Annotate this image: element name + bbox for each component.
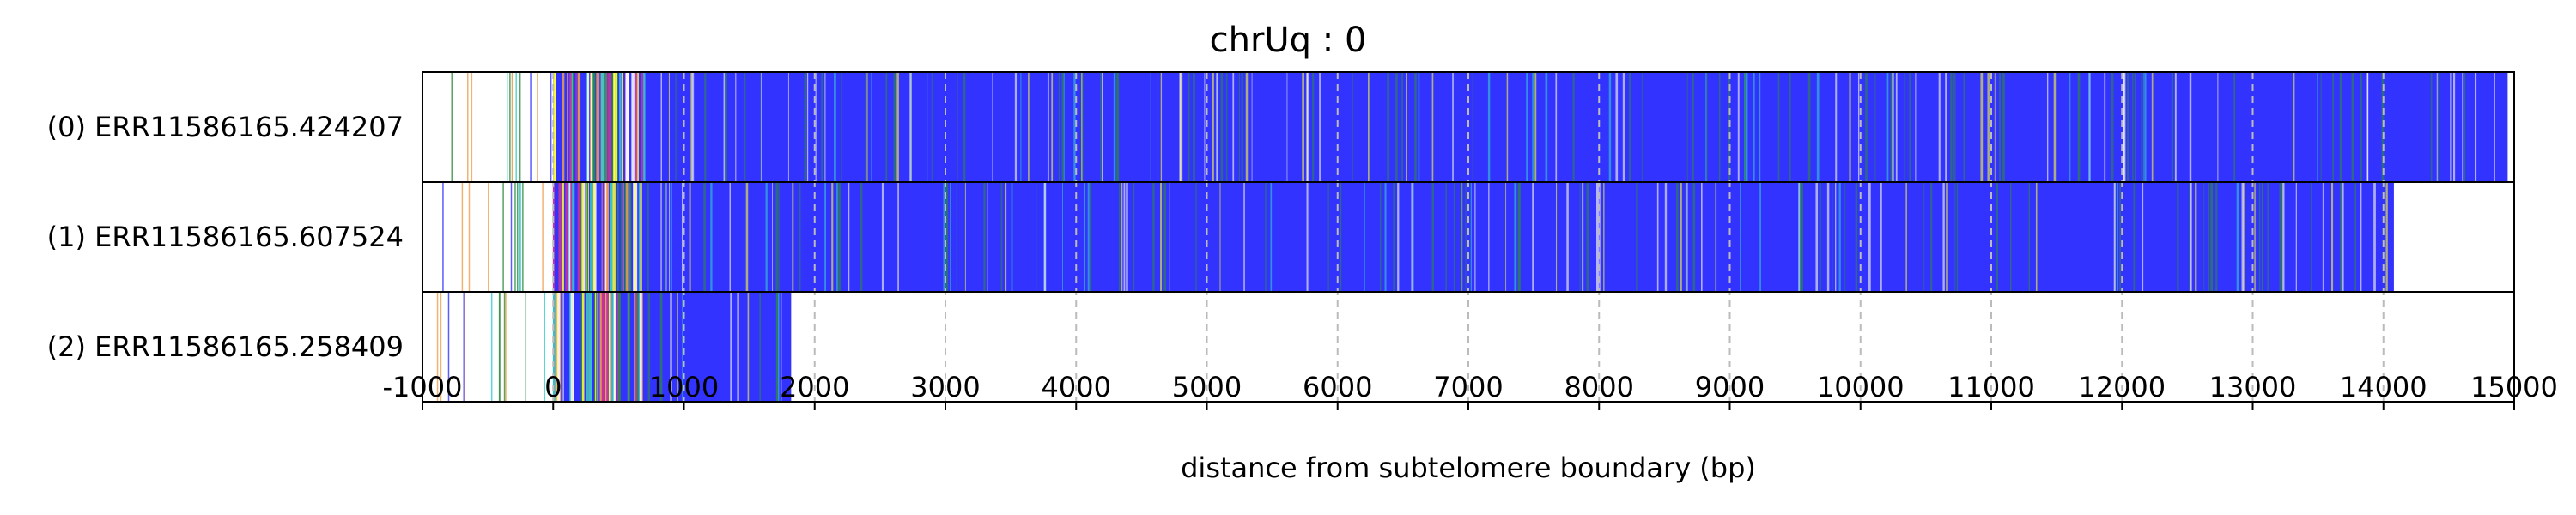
row-label: (1) ERR11586165.607524 xyxy=(46,221,404,253)
x-tick-label: 4000 xyxy=(1041,371,1111,403)
x-tick-label: 10000 xyxy=(1816,371,1905,403)
x-tick-label: 14000 xyxy=(2339,371,2427,403)
x-axis-label: distance from subtelomere boundary (bp) xyxy=(1181,451,1756,484)
x-tick-label: 3000 xyxy=(910,371,981,403)
x-tick-label: 8000 xyxy=(1564,371,1634,403)
x-tick-label: 5000 xyxy=(1171,371,1242,403)
x-tick-label: 0 xyxy=(544,371,562,403)
x-tick-label: -1000 xyxy=(382,371,463,403)
x-tick-label: 13000 xyxy=(2208,371,2297,403)
row-label: (2) ERR11586165.258409 xyxy=(46,330,404,363)
x-tick-label: 7000 xyxy=(1433,371,1504,403)
read-body-0 xyxy=(553,72,2508,182)
x-tick-label: 12000 xyxy=(2078,371,2166,403)
x-tick-label: 6000 xyxy=(1303,371,1373,403)
x-tick-label: 9000 xyxy=(1694,371,1765,403)
row-label: (0) ERR11586165.424207 xyxy=(46,111,404,143)
x-tick-label: 11000 xyxy=(1947,371,2035,403)
x-tick-label: 15000 xyxy=(2470,371,2558,403)
read-body-2 xyxy=(553,292,792,402)
x-tick-label: 2000 xyxy=(780,371,850,403)
x-tick-label: 1000 xyxy=(648,371,720,403)
read-body-1 xyxy=(553,182,2394,292)
chart-title: chrUq : 0 xyxy=(1209,21,1367,60)
